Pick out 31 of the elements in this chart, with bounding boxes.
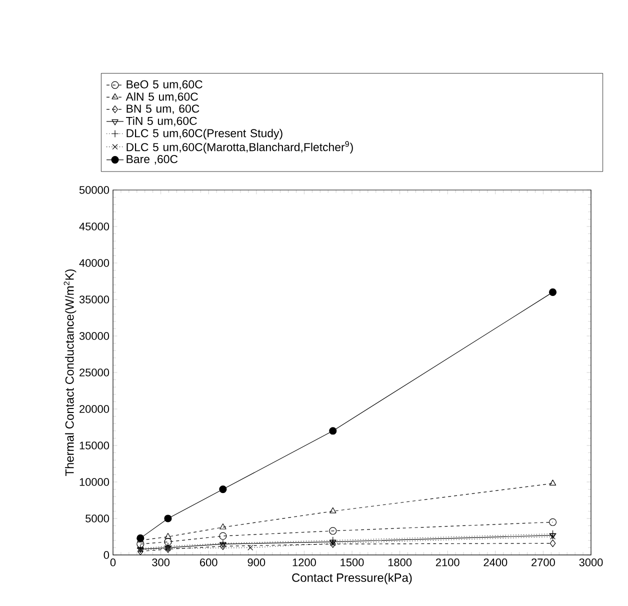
x-tick-label: 1500	[340, 558, 364, 566]
x-tick-label: 2700	[532, 558, 555, 566]
x-tick-label: 0	[110, 558, 116, 566]
legend-label: DLC 5 um,60C(Present Study)	[126, 128, 282, 140]
x-tick-label: 2400	[484, 558, 508, 566]
y-tick-label: 20000	[80, 405, 110, 413]
y-tick-label: 45000	[79, 222, 110, 230]
x-tick-label: 1200	[292, 558, 316, 566]
x-axis-title: Contact Pressure(kPa)	[292, 573, 412, 584]
legend-label: Bare ,60C	[126, 155, 178, 165]
x-tick-label: 900	[248, 558, 266, 566]
legend-label: BeO 5 um,60C	[126, 80, 202, 90]
x-tick-label: 3000	[579, 558, 603, 566]
y-tick-label: 50000	[79, 186, 110, 194]
y-tick-label: 5000	[86, 514, 110, 522]
x-tick-label: 600	[200, 558, 218, 566]
x-tick-label: 300	[152, 558, 170, 566]
y-tick-label: 0	[104, 551, 110, 559]
y-tick-label: 10000	[80, 478, 110, 486]
x-tick-label: 2100	[436, 558, 460, 566]
y-tick-label: 40000	[79, 259, 110, 267]
legend-label: DLC 5 um,60C(Marotta,Blanchard,Fletcher$^{9}$)	[126, 141, 353, 154]
legend-label: AlN 5 um,60C	[126, 92, 198, 102]
y-tick-label: 25000	[80, 368, 110, 376]
y-tick-label: 15000	[80, 442, 110, 450]
y-tick-label: 30000	[79, 332, 110, 340]
legend-label: TiN 5 um,60C	[126, 116, 197, 126]
legend-label: BN 5 um, 60C	[126, 104, 200, 114]
y-axis-title: Thermal Contact Conductance(W/m$^{2}$K)	[64, 269, 76, 476]
y-tick-label: 35000	[79, 296, 110, 304]
x-tick-label: 1800	[388, 558, 412, 566]
